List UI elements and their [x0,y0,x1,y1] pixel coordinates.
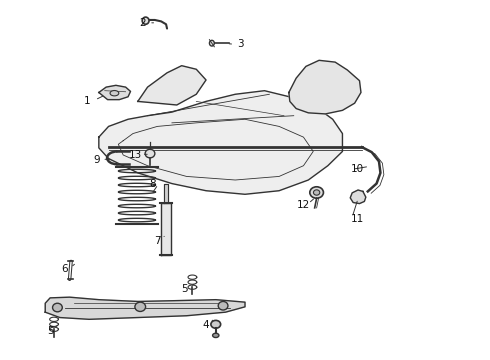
Polygon shape [350,190,366,203]
Text: 7: 7 [154,236,161,246]
Text: 3: 3 [237,39,244,49]
Polygon shape [161,203,171,255]
Text: 5: 5 [47,326,53,336]
Ellipse shape [110,90,119,96]
Text: 1: 1 [83,96,90,107]
Ellipse shape [211,320,220,328]
Ellipse shape [314,190,320,195]
Text: 10: 10 [350,164,364,174]
Polygon shape [99,91,343,194]
Text: 6: 6 [61,264,68,274]
Text: 5: 5 [181,284,187,294]
Text: 2: 2 [139,18,146,28]
Ellipse shape [145,149,155,158]
Polygon shape [164,184,168,203]
Text: 11: 11 [350,214,364,224]
Text: 8: 8 [149,179,156,189]
Ellipse shape [142,17,149,24]
Ellipse shape [213,333,219,338]
Text: 9: 9 [93,156,99,165]
Polygon shape [289,60,361,114]
Ellipse shape [218,301,228,310]
Text: 13: 13 [129,150,142,160]
Polygon shape [45,297,245,319]
Polygon shape [138,66,206,105]
Text: 4: 4 [203,320,209,330]
Ellipse shape [310,187,323,198]
Ellipse shape [135,302,146,311]
Polygon shape [99,85,130,100]
Text: 12: 12 [297,200,310,210]
Ellipse shape [52,303,62,312]
Ellipse shape [209,40,214,46]
